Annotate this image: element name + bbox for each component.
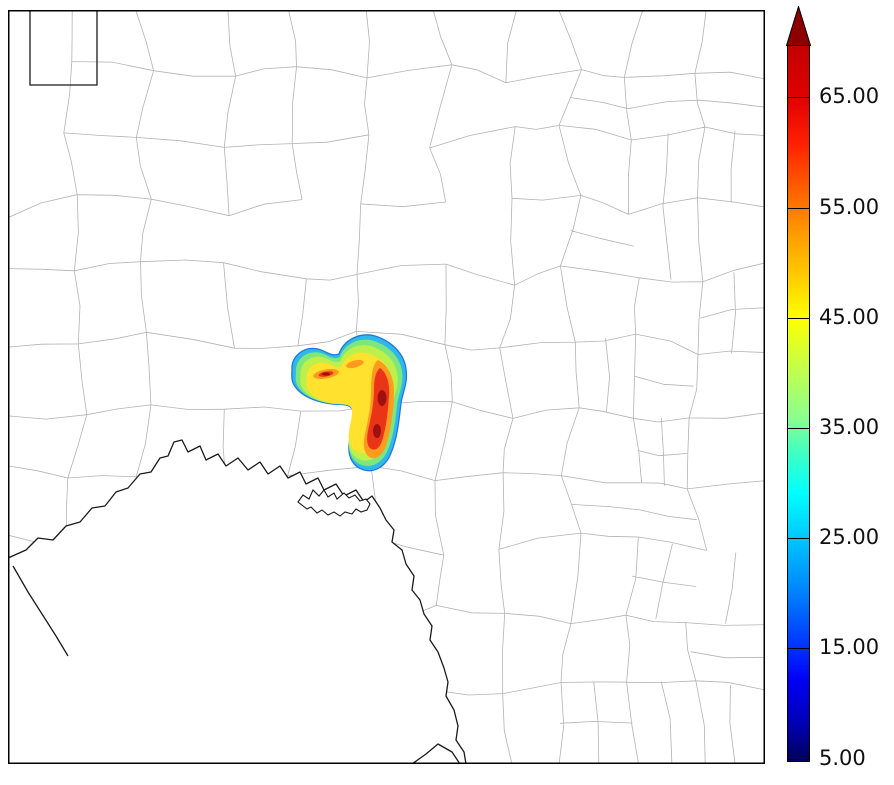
- state-boundary-southwest: [12, 565, 69, 657]
- cell-max: [322, 372, 330, 376]
- cell-max: [377, 390, 387, 406]
- colorbar-bar: [787, 45, 810, 762]
- lake: [297, 489, 371, 517]
- colorbar-tick: [788, 207, 809, 209]
- colorbar-tick: [788, 758, 809, 760]
- colorbar-tick: [788, 317, 809, 319]
- blank-region-mask: [8, 440, 466, 764]
- colorbar-tick: [788, 538, 809, 540]
- colorbar-tick-label: 25.00: [819, 525, 880, 550]
- colorbar-tick-label: 35.00: [819, 414, 880, 439]
- colorbar-tick-label: 45.00: [819, 304, 880, 329]
- county-map: [8, 10, 765, 764]
- colorbar-tick: [788, 427, 809, 429]
- colorbar-tick-label: 5.00: [819, 745, 866, 770]
- cell-band: [346, 359, 364, 369]
- reflectivity-cell: [291, 334, 408, 472]
- map-border: [8, 10, 765, 764]
- state-corner-box: [29, 10, 98, 86]
- colorbar-tick: [788, 648, 809, 650]
- colorbar-tick-label: 55.00: [819, 194, 880, 219]
- international-border: [8, 439, 467, 764]
- cell-max: [373, 424, 381, 438]
- cell-band: [367, 368, 390, 450]
- colorbar-arrow-icon: [786, 6, 811, 46]
- colorbar-tick-label: 65.00: [819, 84, 880, 109]
- political-boundaries: [8, 10, 467, 764]
- colorbar-tick-label: 15.00: [819, 635, 880, 660]
- state-boundary-south: [411, 743, 461, 764]
- colorbar-tick: [788, 97, 809, 99]
